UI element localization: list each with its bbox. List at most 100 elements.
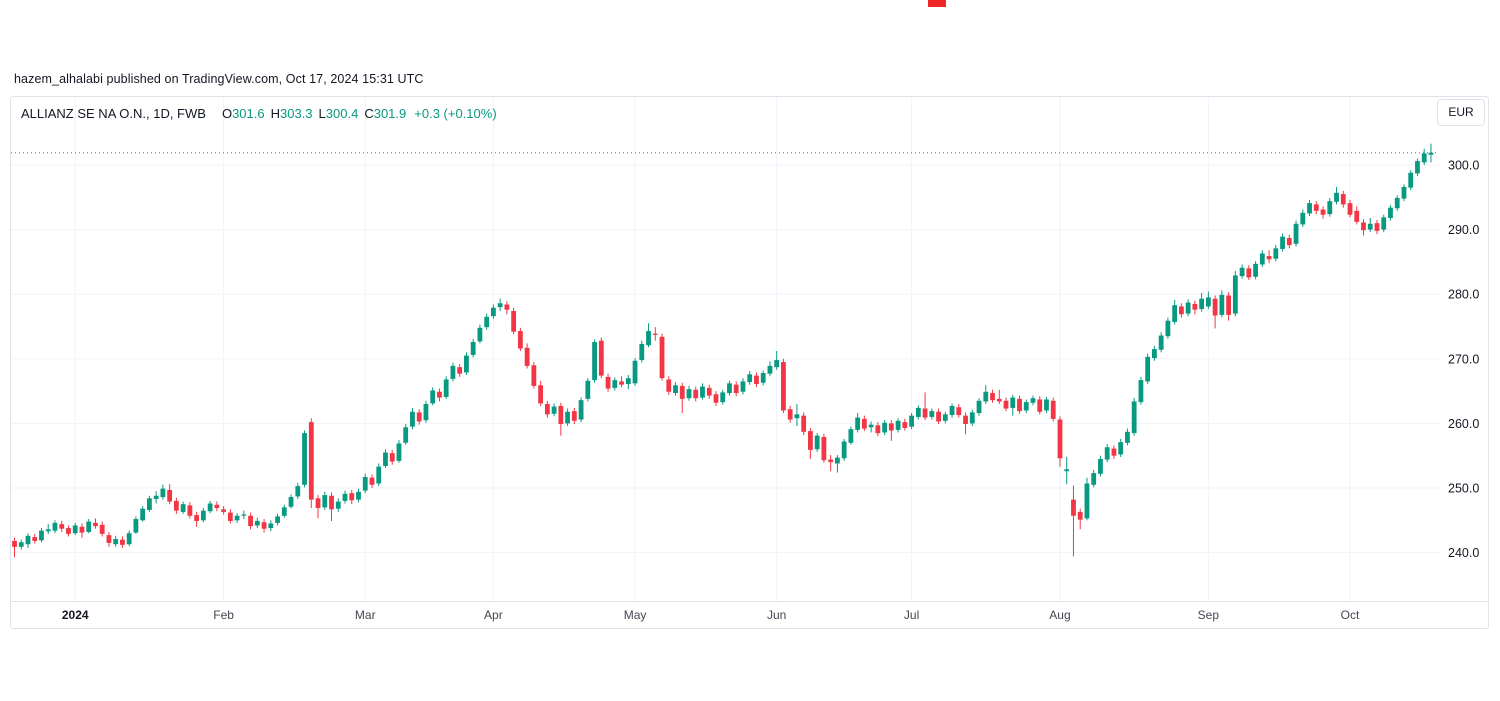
candle-body xyxy=(1428,152,1434,155)
candle-body xyxy=(578,400,584,420)
candle-body xyxy=(349,493,355,501)
candle-body xyxy=(1057,419,1063,459)
candle-body xyxy=(497,303,503,308)
candle-body xyxy=(52,522,58,531)
candle-body xyxy=(1219,294,1225,315)
candle-body xyxy=(652,333,658,335)
candle-body xyxy=(1077,511,1083,520)
candle-body xyxy=(1118,442,1124,455)
candle-body xyxy=(1266,256,1272,260)
candle-body xyxy=(133,519,139,533)
candle-body xyxy=(646,331,651,346)
candle-body xyxy=(1050,400,1056,419)
candle-body xyxy=(693,389,699,399)
candle-body xyxy=(383,452,388,467)
candle-body xyxy=(484,316,490,328)
price-axis-label: 260.0 xyxy=(1448,417,1479,431)
candle-body xyxy=(362,477,368,491)
time-axis-label: Feb xyxy=(213,608,234,622)
candle-body xyxy=(727,383,732,394)
candle-body xyxy=(504,304,510,310)
candle-body xyxy=(1152,349,1157,359)
candle-body xyxy=(666,379,672,392)
candlestick-chart[interactable]: 300.0 290.0 280.0 270.0 260.0 250.0 240.0 xyxy=(11,97,1488,601)
price-axis-label: 240.0 xyxy=(1448,546,1479,560)
candle-body xyxy=(106,535,112,543)
candle-body xyxy=(673,385,678,394)
candle-body xyxy=(625,378,631,384)
change-value: +0.3 (+0.10%) xyxy=(414,106,497,121)
candle-body xyxy=(740,381,746,392)
candle-body xyxy=(976,400,982,414)
candle-body xyxy=(969,412,975,424)
candle-body xyxy=(1212,298,1218,316)
candle-body xyxy=(470,342,476,355)
candle-body xyxy=(410,411,415,427)
candle-body xyxy=(1421,153,1427,163)
candle-body xyxy=(1327,201,1333,215)
candle-body xyxy=(1253,263,1258,277)
candle-body xyxy=(1037,399,1043,412)
candle-body xyxy=(79,526,85,533)
candle-body xyxy=(295,486,301,497)
candle-body xyxy=(322,495,328,508)
candle-body xyxy=(72,525,78,534)
candle-body xyxy=(936,411,941,422)
candle-body xyxy=(288,497,294,507)
time-axis-label: Apr xyxy=(484,608,503,622)
candle-body xyxy=(207,503,213,512)
candle-body xyxy=(956,407,962,416)
candle-body xyxy=(1381,217,1387,230)
candle-body xyxy=(848,429,854,443)
candle-body xyxy=(315,498,321,509)
candle-body xyxy=(1165,320,1171,337)
candle-body xyxy=(1361,222,1366,231)
candle-body xyxy=(781,362,786,411)
candle-body xyxy=(1354,210,1360,222)
candle-body xyxy=(261,522,267,529)
price-axis-label: 270.0 xyxy=(1448,352,1479,366)
candle-body xyxy=(841,441,847,459)
candle-body xyxy=(538,385,544,404)
candle-body xyxy=(592,342,597,381)
candle-body xyxy=(983,391,989,402)
candle-body xyxy=(369,477,375,485)
candle-body xyxy=(713,394,719,403)
candle-body xyxy=(221,509,226,512)
candle-body xyxy=(153,495,159,499)
currency-button[interactable]: EUR xyxy=(1437,99,1485,126)
candle-body xyxy=(1313,204,1319,211)
candle-body xyxy=(25,535,31,545)
candle-body xyxy=(619,381,624,385)
candle-body xyxy=(1172,305,1178,322)
candle-body xyxy=(1010,397,1016,408)
time-axis-label: Jun xyxy=(766,608,787,622)
candle-body xyxy=(113,539,119,545)
candle-body xyxy=(281,507,287,516)
candle-body xyxy=(18,542,24,547)
candle-body xyxy=(1320,209,1326,215)
candle-body xyxy=(173,500,179,511)
candle-body xyxy=(308,422,314,500)
candle-body xyxy=(1307,203,1312,214)
candle-body xyxy=(443,379,449,397)
candle-body xyxy=(605,376,611,389)
candle-body xyxy=(66,528,71,534)
candle-body xyxy=(200,510,206,521)
candle-body xyxy=(1239,267,1245,277)
candle-body xyxy=(888,423,894,431)
candle-body xyxy=(909,415,914,427)
open-label: O xyxy=(221,106,233,121)
candle-body xyxy=(639,343,645,361)
time-axis[interactable]: 2024 Feb Mar Apr May Jun Jul Aug Sep Oct xyxy=(11,601,1488,629)
candle-body xyxy=(437,391,442,398)
candle-body xyxy=(733,384,739,394)
candle-body xyxy=(895,420,901,430)
candle-body xyxy=(275,516,280,523)
candle-body xyxy=(1158,335,1164,350)
candle-body xyxy=(1401,186,1407,199)
candle-body xyxy=(1145,356,1151,382)
candle-body xyxy=(1104,447,1110,460)
candle-body xyxy=(1273,248,1279,259)
candle-body xyxy=(1199,298,1205,310)
